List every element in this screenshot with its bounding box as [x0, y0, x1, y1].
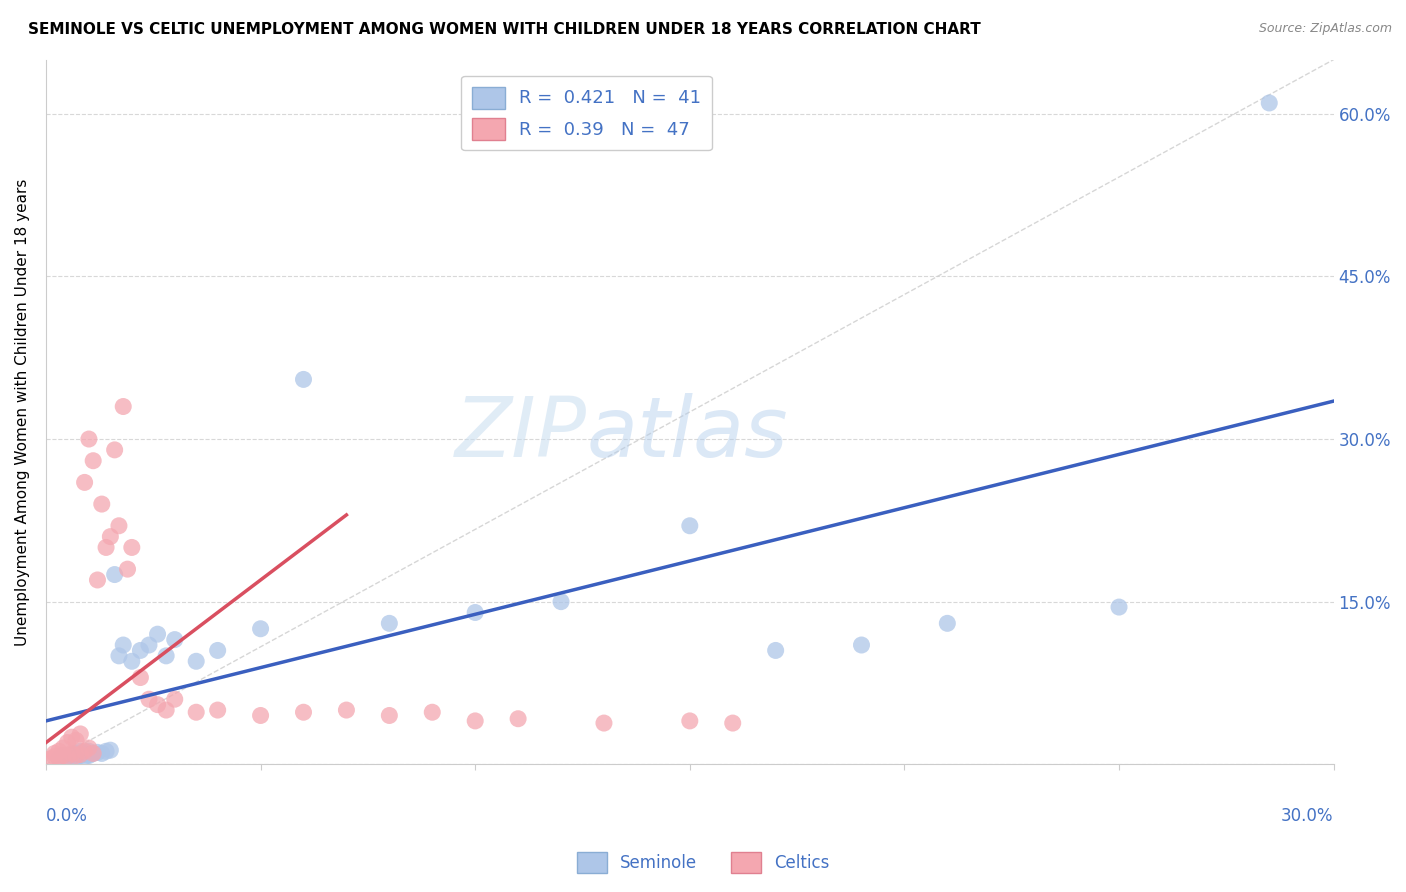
- Point: [77, 747, 100, 762]
- Point: [163, 692, 186, 706]
- Point: [117, 562, 139, 576]
- Point: [121, 654, 143, 668]
- Point: [69, 727, 91, 741]
- Point: [851, 638, 873, 652]
- Point: [52, 748, 75, 763]
- Point: [48, 751, 70, 765]
- Text: ZIP: ZIP: [454, 392, 586, 474]
- Text: SEMINOLE VS CELTIC UNEMPLOYMENT AMONG WOMEN WITH CHILDREN UNDER 18 YEARS CORRELA: SEMINOLE VS CELTIC UNEMPLOYMENT AMONG WO…: [28, 22, 981, 37]
- Point: [90, 497, 112, 511]
- Point: [44, 747, 66, 761]
- Point: [73, 475, 96, 490]
- Point: [121, 541, 143, 555]
- Point: [138, 692, 160, 706]
- Point: [82, 454, 104, 468]
- Y-axis label: Unemployment Among Women with Children Under 18 years: Unemployment Among Women with Children U…: [15, 178, 30, 646]
- Point: [48, 752, 70, 766]
- Point: [77, 741, 100, 756]
- Point: [77, 748, 100, 763]
- Point: [420, 705, 443, 719]
- Point: [464, 606, 486, 620]
- Point: [86, 573, 108, 587]
- Point: [65, 751, 87, 765]
- Text: atlas: atlas: [586, 392, 789, 474]
- Legend: R =  0.421   N =  41, R =  0.39   N =  47: R = 0.421 N = 41, R = 0.39 N = 47: [461, 76, 711, 151]
- Point: [129, 671, 152, 685]
- Point: [56, 749, 79, 764]
- Point: [292, 705, 315, 719]
- Point: [86, 745, 108, 759]
- Point: [60, 730, 83, 744]
- Point: [77, 432, 100, 446]
- Point: [292, 372, 315, 386]
- Point: [378, 708, 401, 723]
- Point: [98, 530, 121, 544]
- Point: [146, 698, 169, 712]
- Point: [155, 648, 177, 663]
- Point: [73, 744, 96, 758]
- Point: [679, 714, 702, 728]
- Point: [335, 703, 357, 717]
- Point: [65, 747, 87, 761]
- Point: [207, 643, 229, 657]
- Point: [108, 648, 131, 663]
- Point: [112, 400, 135, 414]
- Point: [98, 743, 121, 757]
- Point: [721, 716, 744, 731]
- Point: [44, 749, 66, 764]
- Point: [1258, 95, 1281, 110]
- Point: [378, 616, 401, 631]
- Point: [464, 714, 486, 728]
- Point: [138, 638, 160, 652]
- Point: [52, 741, 75, 756]
- Point: [48, 744, 70, 758]
- Point: [94, 541, 117, 555]
- Point: [65, 748, 87, 763]
- Point: [155, 703, 177, 717]
- Point: [550, 594, 572, 608]
- Point: [186, 654, 208, 668]
- Point: [508, 712, 530, 726]
- Point: [249, 708, 271, 723]
- Point: [56, 735, 79, 749]
- Point: [94, 744, 117, 758]
- Point: [60, 747, 83, 762]
- Point: [60, 749, 83, 764]
- Point: [52, 748, 75, 763]
- Point: [112, 638, 135, 652]
- Point: [60, 747, 83, 761]
- Point: [90, 747, 112, 761]
- Point: [108, 518, 131, 533]
- Point: [56, 751, 79, 765]
- Point: [146, 627, 169, 641]
- Point: [1108, 600, 1130, 615]
- Point: [765, 643, 787, 657]
- Point: [65, 733, 87, 747]
- Point: [73, 747, 96, 761]
- Point: [186, 705, 208, 719]
- Point: [249, 622, 271, 636]
- Point: [73, 749, 96, 764]
- Point: [39, 752, 62, 766]
- Point: [104, 567, 127, 582]
- Point: [679, 518, 702, 533]
- Point: [129, 643, 152, 657]
- Legend: Seminole, Celtics: Seminole, Celtics: [569, 846, 837, 880]
- Point: [82, 747, 104, 761]
- Point: [82, 747, 104, 761]
- Text: 0.0%: 0.0%: [46, 806, 87, 824]
- Point: [69, 744, 91, 758]
- Point: [104, 442, 127, 457]
- Point: [69, 748, 91, 763]
- Text: Source: ZipAtlas.com: Source: ZipAtlas.com: [1258, 22, 1392, 36]
- Point: [77, 744, 100, 758]
- Point: [69, 747, 91, 762]
- Point: [207, 703, 229, 717]
- Point: [593, 716, 616, 731]
- Text: 30.0%: 30.0%: [1281, 806, 1334, 824]
- Point: [163, 632, 186, 647]
- Point: [936, 616, 959, 631]
